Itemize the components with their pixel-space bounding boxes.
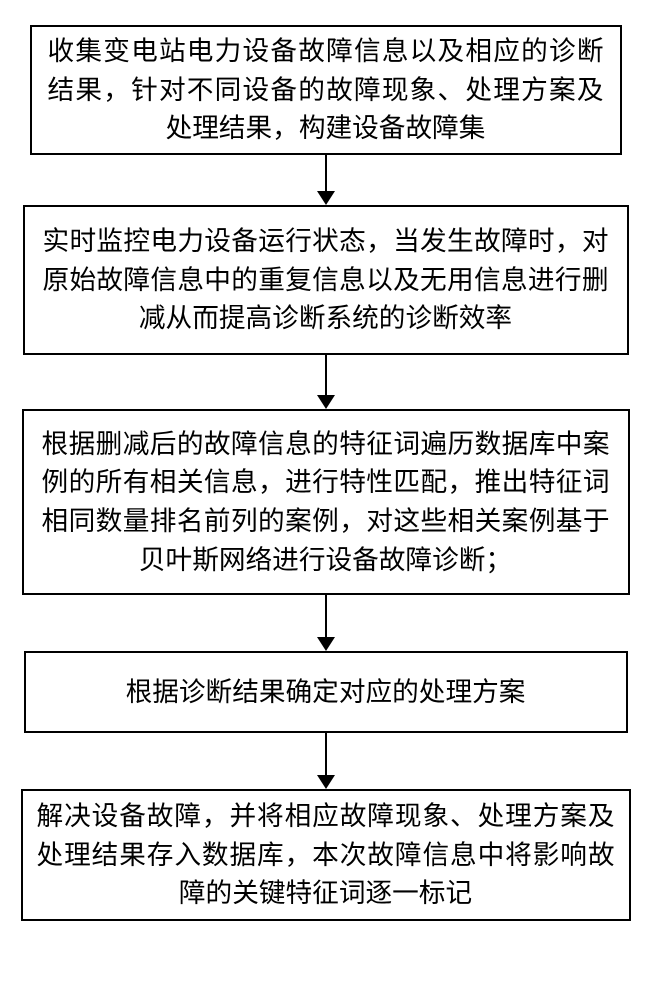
arrow-head-icon — [317, 637, 335, 651]
flow-node-n1: 收集变电站电力设备故障信息以及相应的诊断结果，针对不同设备的故障现象、处理方案及… — [30, 25, 622, 155]
arrow-head-icon — [317, 775, 335, 789]
arrow-shaft — [325, 155, 327, 191]
arrow-shaft — [325, 355, 327, 395]
flowchart-container: 收集变电站电力设备故障信息以及相应的诊断结果，针对不同设备的故障现象、处理方案及… — [0, 0, 651, 1000]
flow-node-n2: 实时监控电力设备运行状态，当发生故障时，对原始故障信息中的重复信息以及无用信息进… — [23, 205, 629, 355]
arrow-head-icon — [317, 191, 335, 205]
flow-arrow — [317, 155, 335, 205]
flow-node-text: 实时监控电力设备运行状态，当发生故障时，对原始故障信息中的重复信息以及无用信息进… — [43, 222, 609, 338]
flow-node-n5: 解决设备故障，并将相应故障现象、处理方案及处理结果存入数据库，本次故障信息中将影… — [21, 789, 631, 921]
flow-node-n3: 根据删减后的故障信息的特征词遍历数据库中案例的所有相关信息，进行特性匹配，推出特… — [22, 409, 630, 595]
arrow-shaft — [325, 733, 327, 775]
flow-arrow — [317, 733, 335, 789]
flow-node-text: 解决设备故障，并将相应故障现象、处理方案及处理结果存入数据库，本次故障信息中将影… — [37, 797, 615, 913]
flow-arrow — [317, 355, 335, 409]
arrow-head-icon — [317, 395, 335, 409]
flow-node-text: 收集变电站电力设备故障信息以及相应的诊断结果，针对不同设备的故障现象、处理方案及… — [48, 32, 604, 148]
flow-node-text: 根据删减后的故障信息的特征词遍历数据库中案例的所有相关信息，进行特性匹配，推出特… — [42, 425, 610, 580]
arrow-shaft — [325, 595, 327, 637]
flow-node-text: 根据诊断结果确定对应的处理方案 — [126, 673, 526, 712]
flow-node-n4: 根据诊断结果确定对应的处理方案 — [24, 651, 628, 733]
flow-arrow — [317, 595, 335, 651]
